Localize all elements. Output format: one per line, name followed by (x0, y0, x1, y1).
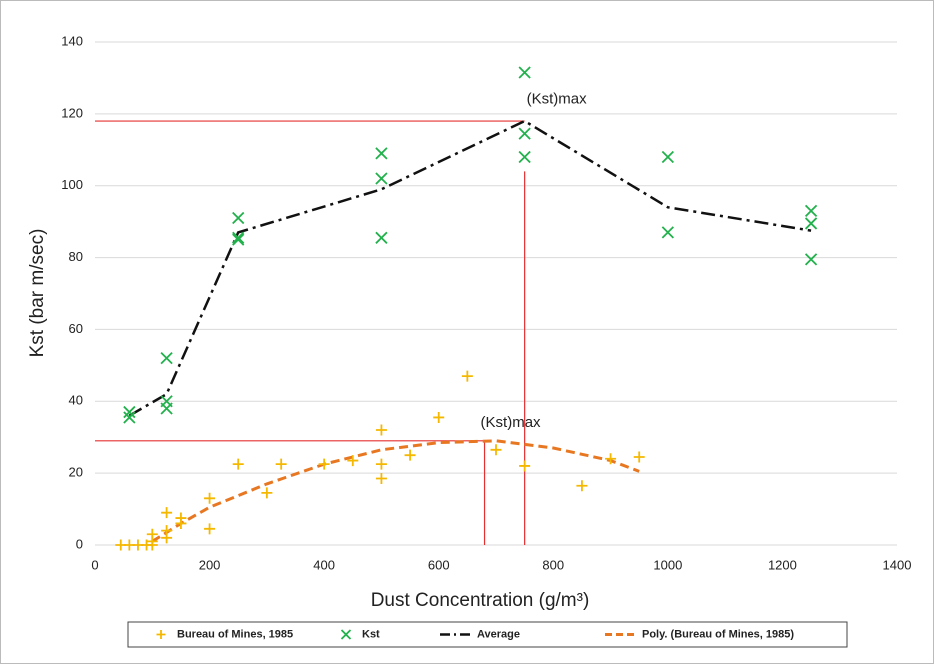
point (633, 451, 645, 463)
x-tick-label: 1000 (653, 557, 682, 572)
point (518, 127, 531, 140)
point (375, 147, 388, 160)
y-tick-label: 140 (61, 33, 83, 48)
annotation: (Kst)max (481, 414, 542, 431)
point (661, 150, 674, 164)
y-tick-label: 80 (69, 249, 83, 264)
point (576, 480, 588, 492)
point (404, 449, 416, 461)
x-tick-label: 200 (199, 557, 221, 572)
point (204, 492, 216, 504)
x-tick-label: 0 (91, 557, 98, 572)
point (605, 453, 617, 465)
point (375, 424, 387, 436)
y-axis-label: Kst (bar m/sec) (27, 229, 48, 358)
point (375, 231, 388, 244)
point (160, 352, 173, 365)
point (123, 405, 136, 419)
annotation: (Kst)max (527, 90, 588, 107)
legend-symbol (156, 630, 166, 639)
legend-box (127, 621, 848, 648)
x-tick-label: 1400 (883, 557, 912, 572)
point (146, 528, 158, 540)
point (433, 411, 445, 423)
point (261, 487, 273, 499)
x-tick-label: 1200 (768, 557, 797, 572)
point (318, 458, 330, 470)
point (232, 231, 245, 244)
legend-label: Bureau of Mines, 1985 (177, 628, 293, 640)
point (175, 512, 187, 524)
legend-symbol (340, 629, 352, 640)
point (518, 150, 531, 164)
point (518, 66, 531, 79)
x-tick-label: 800 (542, 557, 564, 572)
point (461, 370, 473, 382)
point (375, 458, 387, 470)
point (519, 460, 531, 472)
y-tick-label: 0 (76, 536, 83, 551)
series-line (151, 439, 640, 543)
y-tick-label: 40 (69, 393, 83, 408)
point (161, 525, 173, 537)
point (347, 455, 359, 467)
point (490, 444, 502, 456)
point (804, 217, 818, 230)
point (232, 458, 244, 470)
series-line (128, 119, 812, 417)
y-tick-label: 120 (61, 105, 83, 120)
point (804, 253, 818, 266)
point (204, 523, 216, 535)
y-tick-label: 20 (69, 465, 83, 480)
point (123, 411, 136, 424)
point (161, 507, 173, 519)
y-tick-label: 60 (69, 321, 83, 336)
x-tick-label: 400 (313, 557, 335, 572)
x-axis-label: Dust Concentration (g/m³) (371, 590, 590, 611)
point (232, 211, 245, 225)
point (160, 402, 173, 415)
point (275, 458, 287, 470)
point (375, 473, 387, 485)
x-tick-label: 600 (428, 557, 450, 572)
point (375, 172, 388, 185)
y-tick-label: 100 (61, 177, 83, 192)
point (804, 204, 818, 218)
legend-label: Poly. (Bureau of Mines, 1985) (642, 628, 794, 640)
legend-label: Average (477, 628, 520, 640)
point (661, 226, 674, 239)
legend-label: Kst (362, 628, 380, 640)
point (232, 233, 245, 246)
